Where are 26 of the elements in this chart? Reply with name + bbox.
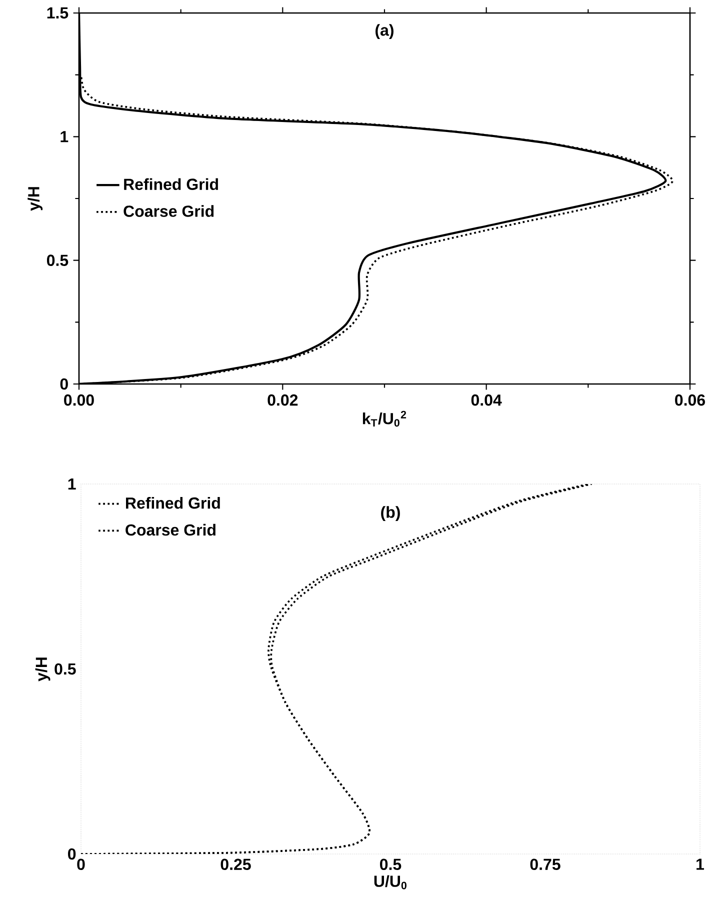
y-tick-label: 0.5 [54, 663, 76, 675]
legend-label: Refined Grid [126, 497, 220, 509]
x-tick-label: 0.00 [64, 394, 94, 406]
y-tick-label: 1 [60, 131, 68, 142]
y-tick-label: 0 [60, 378, 68, 390]
x-tick-label: 0.5 [380, 858, 402, 870]
y-tick-label: 1 [68, 478, 76, 490]
x-tick-label: 0.25 [220, 858, 251, 870]
y-axis-title: y/H [35, 658, 50, 682]
x-axis-title: k$_{T}$/U$_{0}$2 [362, 410, 406, 427]
x-axis-title: U/U$_{0}$ [374, 875, 406, 890]
annotation: (a) [376, 24, 394, 40]
y-tick-label: 1.5 [47, 7, 68, 19]
x-tick-label: 0.75 [530, 858, 560, 870]
legend-label: Refined Grid [124, 178, 218, 190]
legend-label: Coarse Grid [124, 205, 214, 217]
x-tick-label: 0 [77, 858, 85, 870]
annotation: (b) [381, 506, 400, 522]
y-tick-label: 0 [68, 848, 76, 860]
y-axis-title: y/H [28, 187, 43, 211]
y-tick-label: 0.5 [46, 254, 68, 266]
x-tick-label: 0.02 [268, 394, 298, 406]
x-tick-label: 1 [696, 858, 704, 870]
legend-label: Coarse Grid [126, 524, 216, 536]
x-tick-label: 0.06 [675, 394, 705, 406]
x-tick-label: 0.04 [471, 394, 502, 406]
